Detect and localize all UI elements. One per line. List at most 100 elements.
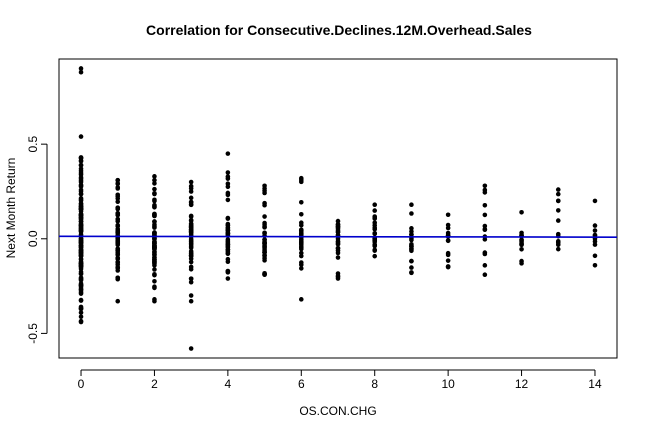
plot-area-frame	[58, 58, 618, 359]
data-point	[225, 181, 231, 187]
data-point	[78, 69, 84, 75]
data-point	[78, 306, 84, 311]
data-point	[152, 257, 157, 262]
data-point	[555, 208, 561, 213]
data-point	[262, 230, 267, 236]
data-point	[409, 237, 414, 243]
data-point	[482, 212, 488, 218]
data-point	[78, 182, 84, 188]
data-point	[519, 209, 524, 215]
data-point	[78, 170, 84, 176]
y-tick-label: 0.0	[26, 230, 40, 247]
data-point	[78, 195, 84, 201]
data-point	[188, 346, 194, 351]
data-point	[78, 201, 84, 207]
data-point	[298, 199, 304, 205]
data-point	[592, 228, 598, 233]
data-point	[262, 237, 267, 242]
data-point	[445, 258, 451, 263]
data-point	[152, 249, 157, 254]
data-point	[78, 271, 84, 276]
data-point	[78, 243, 84, 249]
data-point	[482, 223, 488, 229]
data-point	[262, 190, 267, 196]
data-point	[298, 260, 304, 265]
data-point	[188, 195, 194, 201]
data-point	[409, 202, 414, 208]
data-point	[188, 298, 194, 304]
data-point	[555, 246, 561, 252]
data-point	[78, 262, 84, 268]
data-point	[188, 217, 194, 223]
data-point	[335, 218, 341, 224]
data-point	[335, 276, 341, 281]
y-axis-label: Next Month Return	[4, 158, 18, 259]
data-point	[482, 202, 488, 208]
data-point	[225, 151, 231, 156]
data-point	[115, 177, 121, 183]
data-point	[445, 252, 451, 258]
data-point	[592, 262, 598, 268]
data-point	[115, 199, 121, 204]
data-point	[78, 155, 84, 160]
regression-line	[58, 235, 618, 238]
data-point	[78, 223, 84, 228]
data-point	[372, 226, 378, 232]
y-axis: -0.5 0.0 0.5	[26, 135, 48, 344]
data-point	[225, 197, 231, 203]
data-point	[519, 232, 524, 238]
data-point	[78, 319, 84, 325]
data-point	[298, 244, 304, 250]
data-point	[78, 291, 84, 296]
data-point	[78, 66, 84, 71]
data-point	[225, 276, 231, 281]
x-tick-label: 2	[151, 377, 158, 391]
data-point	[225, 215, 231, 221]
data-point	[445, 264, 451, 270]
data-point	[482, 272, 488, 278]
data-point	[152, 236, 157, 241]
data-point	[482, 250, 488, 255]
x-axis: 0 2 4 6 8 10 12 14	[78, 369, 602, 391]
data-point	[152, 181, 157, 186]
data-point	[78, 134, 84, 139]
data-point	[298, 240, 304, 246]
data-point	[555, 191, 561, 197]
data-point	[188, 229, 194, 235]
chart-title: Correlation for Consecutive.Declines.12M…	[146, 22, 532, 38]
data-point	[372, 236, 378, 242]
data-point	[152, 278, 157, 284]
data-point	[409, 270, 414, 276]
data-point	[115, 241, 121, 246]
data-point	[152, 177, 157, 183]
data-point	[298, 266, 304, 271]
data-point	[409, 258, 414, 264]
data-point	[188, 293, 194, 298]
data-point	[298, 237, 304, 242]
data-point	[409, 211, 414, 216]
data-point	[188, 276, 194, 282]
data-point	[152, 197, 157, 203]
data-point	[225, 190, 231, 196]
data-point	[78, 215, 84, 221]
data-point	[335, 236, 341, 242]
x-tick-label: 0	[78, 377, 85, 391]
data-point	[188, 256, 194, 262]
x-tick-label: 6	[298, 377, 305, 391]
y-tick-label: 0.5	[26, 135, 40, 152]
data-point	[152, 204, 157, 210]
data-point	[225, 170, 231, 175]
data-point	[225, 239, 231, 245]
data-point	[78, 282, 84, 288]
data-point	[188, 236, 194, 242]
data-point	[152, 297, 157, 302]
data-point	[188, 259, 194, 265]
data-point	[262, 240, 267, 246]
data-point	[372, 215, 378, 220]
data-point	[372, 242, 378, 247]
data-point	[298, 222, 304, 228]
data-point	[262, 248, 267, 253]
data-point	[592, 253, 598, 259]
data-point	[115, 248, 121, 253]
